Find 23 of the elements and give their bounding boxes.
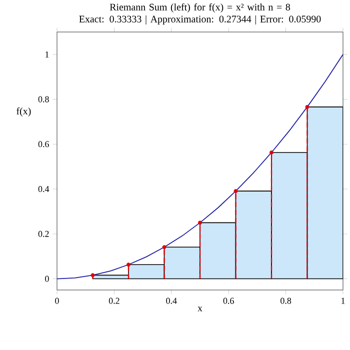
point: [198, 220, 202, 225]
x-tick-label: 0.6: [223, 298, 234, 304]
point: [234, 189, 238, 194]
point: [305, 104, 310, 109]
chart-title: Riemann Sum (left) for f(x) = x² with n = 8: [110, 3, 290, 13]
y-tick-label: 0.6: [38, 141, 49, 148]
x-tick-label: 1: [342, 298, 345, 304]
x-tick-label: 0.4: [166, 298, 177, 304]
chart-subtitle: Exact: 0.33333 | Approximation: 0.27344 | Error: 0.05990: [79, 15, 321, 24]
y-tick-label: 0.8: [38, 96, 49, 102]
x-tick-label: 0.2: [108, 298, 120, 304]
y-tick-label: 0.4: [38, 186, 50, 192]
y-axis-title: f(x): [16, 107, 31, 117]
y-tick-label: 0: [45, 276, 49, 282]
x-tick-label: 0: [55, 298, 59, 304]
point: [126, 262, 130, 267]
point: [270, 150, 274, 154]
point: [162, 245, 166, 250]
line-series: [57, 54, 344, 280]
x-axis-title: x: [198, 306, 202, 312]
y-tick-label: 0.2: [38, 230, 49, 237]
y-tick-label: 1: [46, 51, 49, 58]
x-tick-label: 0.8: [280, 298, 292, 304]
